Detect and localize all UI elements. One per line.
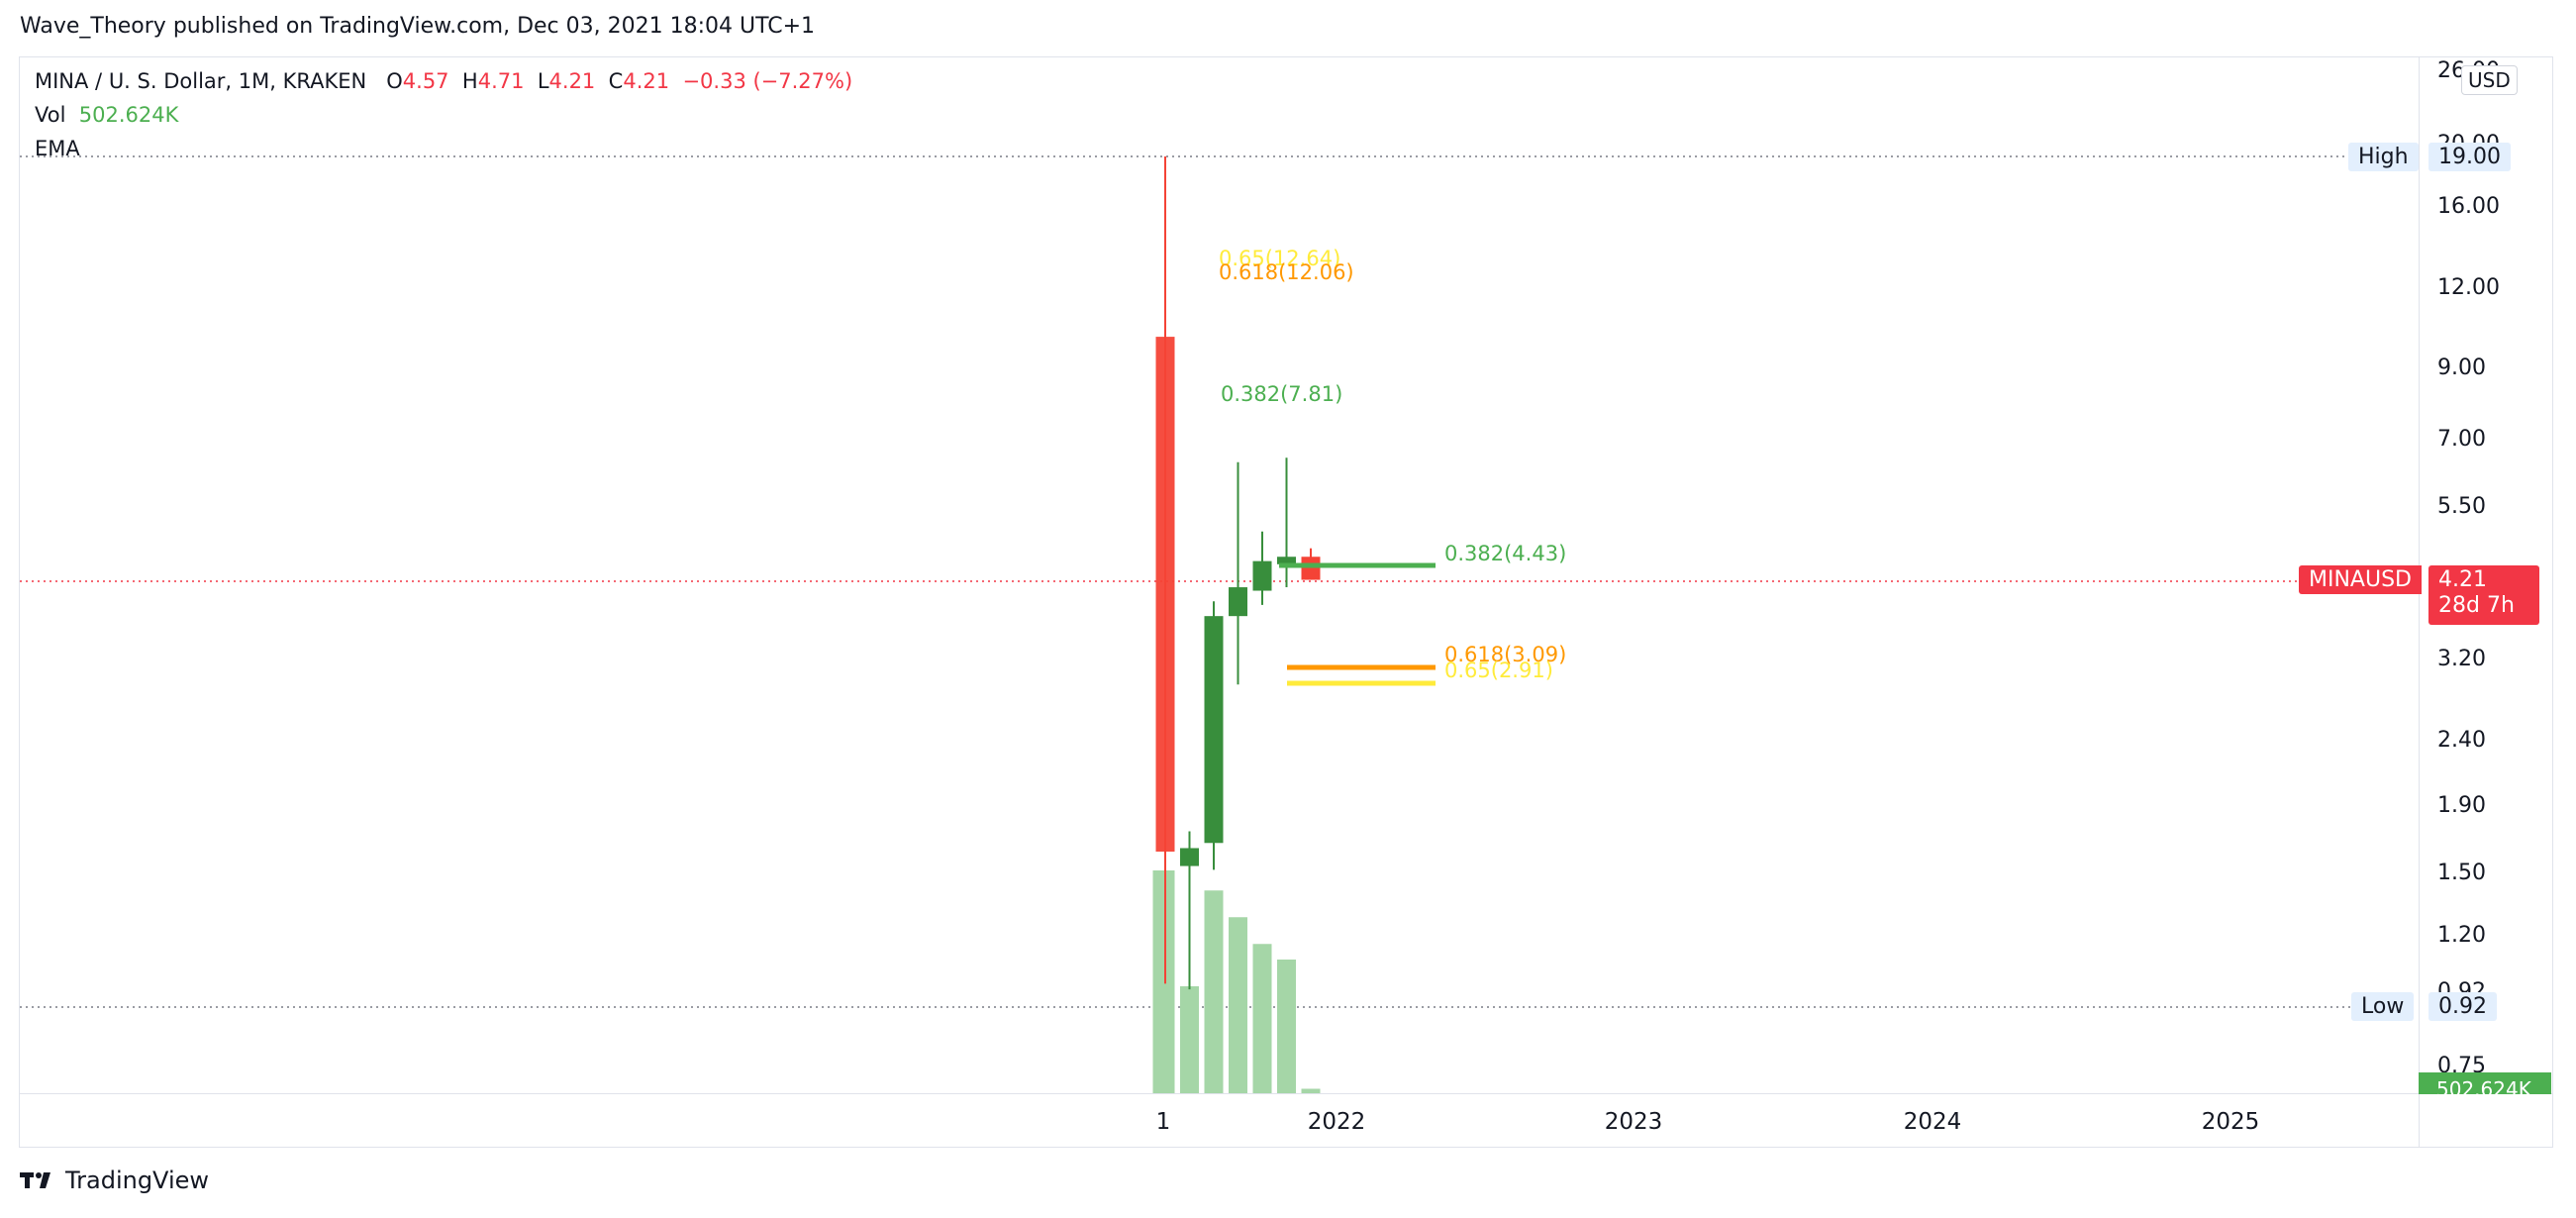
last-price-tag: 4.21 28d 7h xyxy=(2428,565,2539,625)
legend-vol-label: Vol xyxy=(35,103,66,127)
time-label: 2025 xyxy=(2202,1109,2260,1135)
time-label: 2023 xyxy=(1605,1109,1663,1135)
symbol-price-tag: MINAUSD xyxy=(2299,565,2422,594)
legend-vol-value: 502.624K xyxy=(78,103,179,127)
price-tick: 7.00 xyxy=(2437,427,2486,452)
high-tag-value: 19.00 xyxy=(2428,143,2511,171)
legend-low-value: 4.21 xyxy=(548,69,596,93)
legend-symbol-row: MINA / U. S. Dollar, 1M, KRAKEN O4.57 H4… xyxy=(35,69,852,93)
candle-body xyxy=(1277,557,1296,564)
price-tick: 9.00 xyxy=(2437,355,2486,380)
fib-label-0382-upper: 0.382(7.81) xyxy=(1221,382,1342,406)
candle-body xyxy=(1180,848,1199,866)
price-tick: 1.90 xyxy=(2437,793,2486,818)
candle-layer xyxy=(1155,156,1321,990)
time-axis-divider xyxy=(19,1093,2553,1094)
legend-change: −0.33 (−7.27%) xyxy=(682,69,853,93)
price-tick: 3.20 xyxy=(2437,647,2486,671)
fib-label-0382-lower: 0.382(4.43) xyxy=(1444,542,1566,565)
price-axis-divider xyxy=(2419,56,2420,1148)
candle-body xyxy=(1252,560,1272,591)
footer-brand: TradingView xyxy=(65,1167,210,1194)
volume-bar xyxy=(1152,870,1175,1093)
legend-low-label: L xyxy=(537,69,549,93)
legend-close-value: 4.21 xyxy=(623,69,670,93)
price-tick: 1.50 xyxy=(2437,861,2486,885)
currency-badge[interactable]: USD xyxy=(2461,65,2518,95)
tradingview-logo[interactable]: TradingView xyxy=(20,1167,209,1194)
last-price-value: 4.21 xyxy=(2438,567,2487,592)
legend-ema-row[interactable]: EMA xyxy=(35,137,80,160)
volume-bar xyxy=(1229,917,1247,1093)
legend-open-value: 4.57 xyxy=(402,69,449,93)
fib-label-0618-lower: 0.618(3.09) xyxy=(1444,643,1566,666)
high-tag-label: High xyxy=(2348,143,2419,171)
legend-high-label: H xyxy=(461,69,478,93)
legend-symbol[interactable]: MINA / U. S. Dollar, 1M, KRAKEN xyxy=(35,69,367,93)
price-tick: 16.00 xyxy=(2437,194,2500,219)
legend-high-value: 4.71 xyxy=(477,69,525,93)
time-label: 1 xyxy=(1156,1109,1171,1135)
volume-bar xyxy=(1301,1088,1321,1093)
price-tick: 2.40 xyxy=(2437,728,2486,753)
low-tag-value: 0.92 xyxy=(2428,992,2497,1021)
candle-body xyxy=(1204,616,1224,844)
tradingview-logo-icon xyxy=(20,1172,50,1188)
candle-body xyxy=(1301,557,1321,580)
volume-bar xyxy=(1204,890,1224,1093)
fib-label-065-lower: 0.65(2.91) xyxy=(1444,659,1553,682)
price-tick: 12.00 xyxy=(2437,275,2500,300)
published-line: Wave_Theory published on TradingView.com… xyxy=(20,14,816,39)
time-axis[interactable]: 1 2022 2023 2024 2025 xyxy=(1156,1109,2260,1135)
volume-layer xyxy=(1152,870,1321,1093)
legend-ema-label: EMA xyxy=(35,137,80,160)
time-label: 2022 xyxy=(1308,1109,1366,1135)
bar-countdown: 28d 7h xyxy=(2438,593,2515,618)
legend-volume-row[interactable]: Vol 502.624K xyxy=(35,103,178,127)
volume-tag: 502.624K xyxy=(2419,1072,2551,1094)
price-tick: 1.20 xyxy=(2437,923,2486,948)
fib-label-065-upper: 0.65(12.64) xyxy=(1219,247,1340,270)
time-label: 2024 xyxy=(1904,1109,1962,1135)
price-axis[interactable]: 26.00 20.00 16.00 12.00 9.00 7.00 5.50 3… xyxy=(2437,58,2500,1078)
candle-body xyxy=(1155,337,1175,853)
legend-open-label: O xyxy=(386,69,403,93)
volume-bar xyxy=(1277,960,1296,1093)
fib-label-0618-upper: 0.618(12.06) xyxy=(1219,260,1354,284)
legend-close-label: C xyxy=(608,69,624,93)
volume-bar xyxy=(1252,944,1272,1093)
chart-frame[interactable] xyxy=(19,56,2553,1148)
candle-body xyxy=(1229,587,1247,617)
low-tag-label: Low xyxy=(2351,992,2415,1021)
volume-bar xyxy=(1180,986,1199,1093)
price-tick: 5.50 xyxy=(2437,494,2486,519)
